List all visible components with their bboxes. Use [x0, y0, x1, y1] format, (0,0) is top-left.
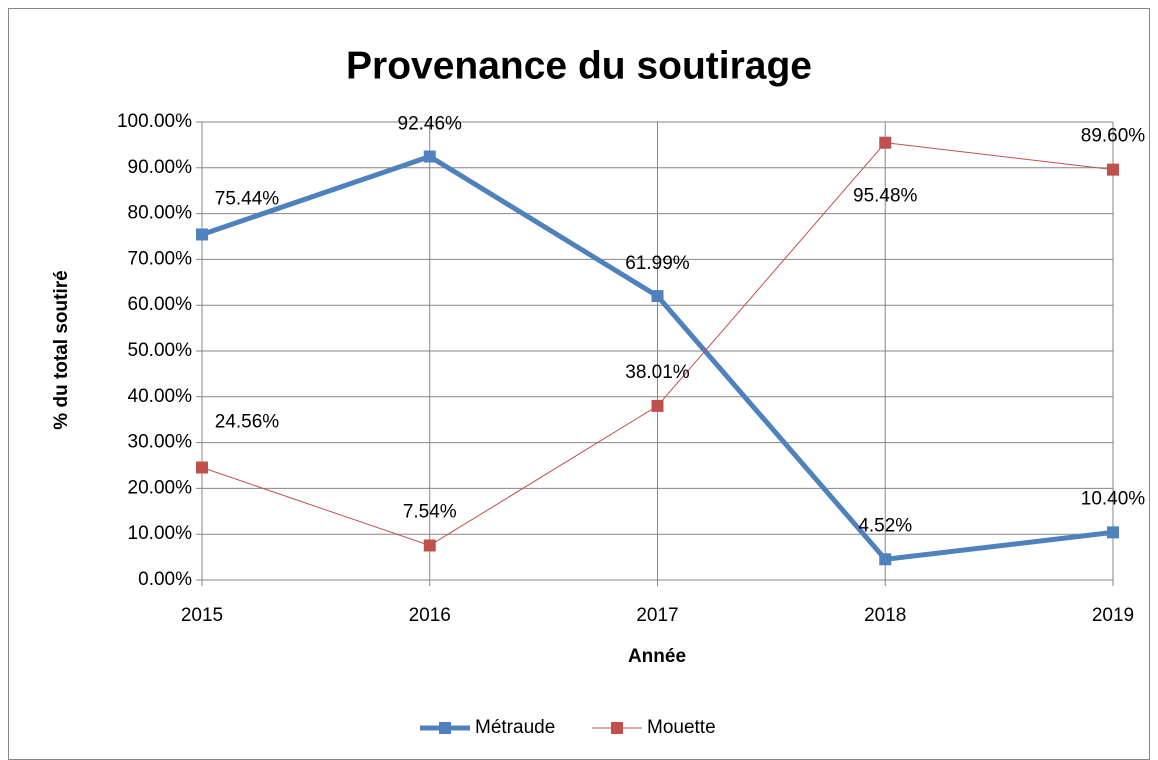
legend-label: Métraude — [475, 717, 555, 738]
y-tick-label: 20.00% — [128, 477, 193, 498]
marker — [196, 228, 208, 241]
data-label: 10.40% — [1081, 488, 1146, 509]
data-label: 89.60% — [1081, 126, 1146, 147]
legend-label: Mouette — [647, 717, 716, 738]
y-tick-label: 90.00% — [128, 157, 193, 178]
data-label: 95.48% — [853, 186, 918, 207]
y-tick-label: 10.00% — [128, 523, 193, 544]
x-axis-label: Année — [628, 646, 686, 667]
data-label: 7.54% — [403, 501, 457, 522]
y-tick-label: 100.00% — [117, 111, 192, 132]
y-tick-label: 40.00% — [128, 386, 193, 407]
legend-marker — [439, 722, 451, 734]
marker — [1107, 163, 1119, 176]
legend-marker — [611, 722, 623, 734]
data-label: 75.44% — [215, 189, 280, 210]
y-tick-label: 50.00% — [128, 340, 193, 361]
x-tick-label: 2017 — [636, 605, 678, 626]
chart-frame — [8, 8, 1150, 760]
y-tick-label: 30.00% — [128, 432, 193, 453]
marker — [423, 150, 436, 163]
data-label: 38.01% — [625, 362, 690, 383]
marker — [879, 136, 892, 149]
data-label: 24.56% — [215, 412, 280, 433]
marker — [1107, 526, 1119, 539]
marker — [196, 461, 208, 474]
marker — [651, 290, 664, 303]
y-axis-label: % du total soutiré — [51, 270, 72, 429]
y-tick-label: 60.00% — [128, 294, 193, 315]
x-tick-label: 2019 — [1092, 605, 1134, 626]
y-tick-label: 80.00% — [128, 203, 193, 224]
data-label: 92.46% — [398, 114, 463, 135]
chart-title: Provenance du soutirage — [346, 44, 812, 87]
x-tick-label: 2016 — [409, 605, 451, 626]
y-tick-label: 0.00% — [138, 569, 192, 590]
x-tick-label: 2018 — [864, 605, 906, 626]
marker — [651, 399, 664, 412]
data-label: 61.99% — [625, 253, 690, 274]
marker — [879, 553, 892, 566]
data-label: 4.52% — [858, 515, 912, 536]
marker — [423, 539, 436, 552]
y-tick-label: 70.00% — [128, 248, 193, 269]
x-tick-label: 2015 — [181, 605, 223, 626]
